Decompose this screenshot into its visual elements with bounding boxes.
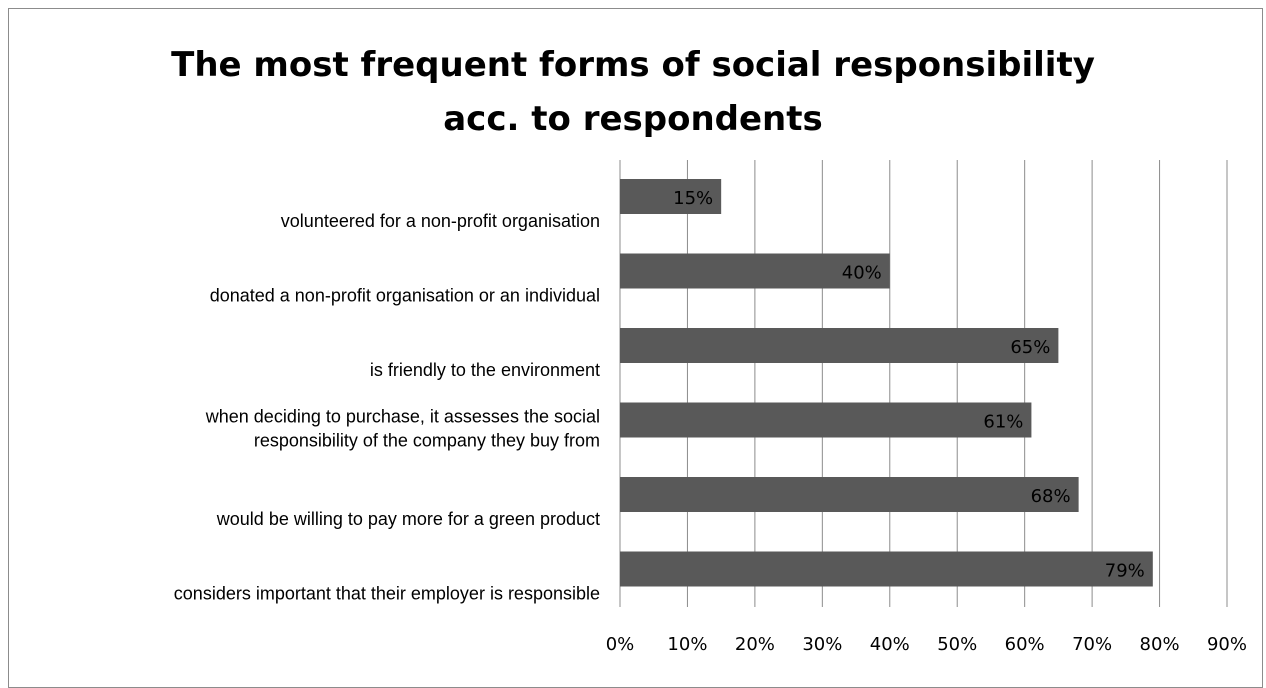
bar: [620, 253, 890, 289]
x-tick-label: 20%: [735, 634, 775, 655]
x-tick-label: 50%: [937, 634, 977, 655]
bar: [620, 328, 1059, 363]
data-label: 65%: [1010, 337, 1050, 358]
category-label: volunteered for a non-profit organisatio…: [281, 211, 600, 231]
x-tick-label: 40%: [870, 634, 910, 655]
chart-title: The most frequent forms of social respon…: [0, 38, 1266, 146]
category-label: when deciding to purchase, it assesses t…: [205, 407, 600, 427]
bar: [620, 402, 1032, 438]
data-label: 61%: [983, 412, 1023, 433]
category-label: considers important that their employer …: [174, 584, 600, 604]
category-label: would be willing to pay more for a green…: [216, 509, 600, 529]
chart-title-line-1: The most frequent forms of social respon…: [171, 45, 1095, 85]
x-tick-label: 90%: [1207, 634, 1247, 655]
x-tick-label: 0%: [606, 634, 635, 655]
bar: [620, 179, 722, 214]
data-label: 79%: [1105, 561, 1145, 582]
chart-title-line-2: acc. to respondents: [443, 99, 823, 139]
category-label: donated a non-profit organisation or an …: [210, 286, 600, 306]
x-tick-label: 80%: [1140, 634, 1180, 655]
x-tick-label: 30%: [802, 634, 842, 655]
x-tick-label: 60%: [1005, 634, 1045, 655]
x-tick-label: 10%: [667, 634, 707, 655]
category-label: is friendly to the environment: [370, 360, 600, 380]
x-tick-label: 70%: [1072, 634, 1112, 655]
data-label: 68%: [1031, 486, 1071, 507]
bar-chart: 0% 10% 20% 30% 40% 50% 60% 70% 80% 90% 15% voluntee…: [174, 160, 1247, 655]
category-label: responsibility of the company they buy f…: [254, 431, 600, 451]
bar: [620, 551, 1153, 587]
data-label: 15%: [673, 188, 713, 209]
bar: [620, 477, 1079, 512]
data-label: 40%: [842, 263, 882, 284]
